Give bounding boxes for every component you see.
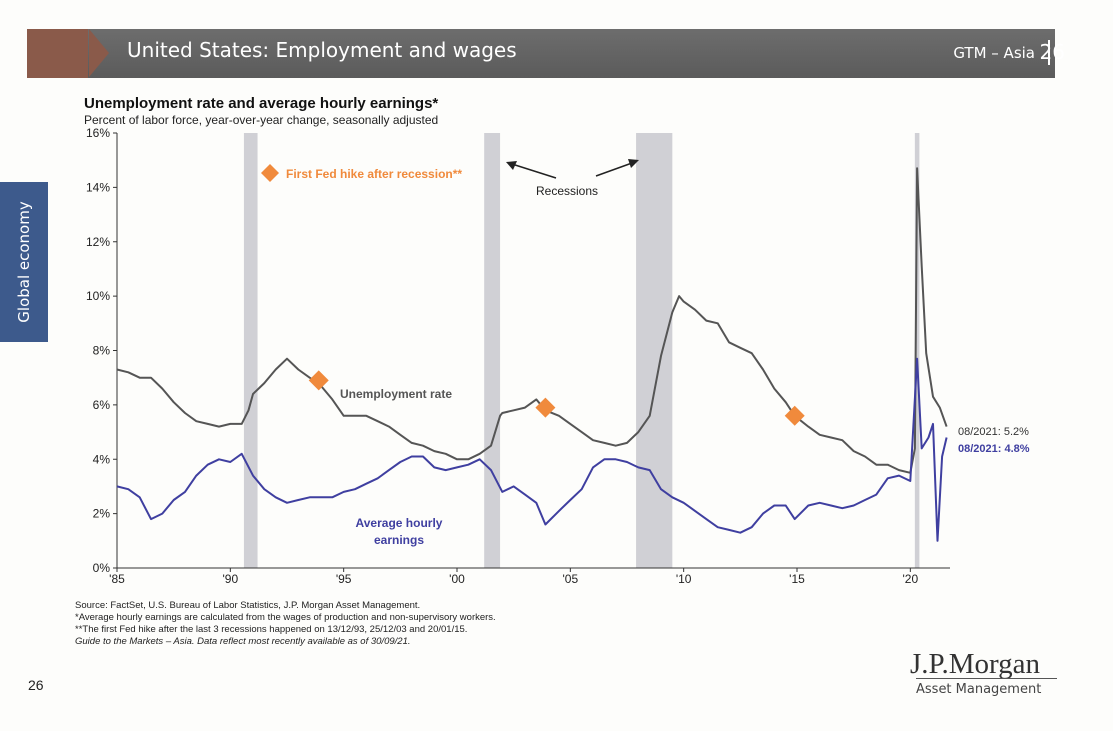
- earnings-end-label: 08/2021: 4.8%: [958, 443, 1030, 455]
- unemployment-line: [116, 167, 948, 474]
- unemployment-end-label: 08/2021: 5.2%: [958, 426, 1029, 438]
- fed-hike-marker: [535, 397, 556, 418]
- source-line: Source: FactSet, U.S. Bureau of Labor St…: [75, 600, 421, 611]
- recessions-label: Recessions: [536, 184, 598, 198]
- section-label: GTM – Asia: [953, 44, 1035, 62]
- header-divider: [1048, 40, 1050, 65]
- header-accent-tab: [27, 29, 89, 78]
- x-tick-label: '20: [903, 572, 919, 586]
- fed-hike-legend-icon: [261, 164, 279, 182]
- arrow-right-icon: [628, 159, 639, 168]
- brand-divider: [916, 678, 1057, 679]
- recessions-arrow-right: [595, 162, 633, 177]
- source-notes: Source: FactSet, U.S. Bureau of Labor St…: [75, 600, 496, 648]
- y-tick-label: 10%: [86, 289, 110, 303]
- y-tick-label: 8%: [93, 344, 111, 358]
- x-tick-label: '85: [109, 572, 125, 586]
- footnote-guide: Guide to the Markets – Asia. Data reflec…: [75, 636, 411, 647]
- recession-band: [243, 133, 258, 568]
- recession-band: [484, 133, 501, 568]
- y-tick-label: 12%: [86, 235, 110, 249]
- footnote-earnings: *Average hourly earnings are calculated …: [75, 612, 496, 623]
- earnings-line: [116, 357, 948, 542]
- footnote-fed-hike: **The first Fed hike after the last 3 re…: [75, 624, 468, 635]
- x-tick-label: '90: [223, 572, 239, 586]
- recession-band: [914, 133, 920, 568]
- y-tick-label: 0%: [93, 561, 111, 575]
- recession-band: [636, 133, 673, 568]
- arrow-left-icon: [506, 161, 517, 170]
- side-tab[interactable]: [0, 182, 48, 342]
- x-tick-label: '10: [676, 572, 692, 586]
- y-tick-label: 14%: [86, 180, 110, 194]
- earnings-series-label: Average hourly: [356, 516, 443, 530]
- chart-title: Unemployment rate and average hourly ear…: [84, 95, 439, 112]
- brand-subtitle: Asset Management: [916, 682, 1042, 697]
- header-page-number: 26: [1039, 40, 1065, 64]
- page-title: United States: Employment and wages: [127, 38, 517, 62]
- y-tick-label: 16%: [86, 126, 110, 140]
- chart-subtitle: Percent of labor force, year-over-year c…: [84, 113, 439, 127]
- earnings-series-label: earnings: [374, 533, 424, 547]
- fed-hike-marker: [308, 370, 329, 391]
- fed-hike-marker: [784, 405, 805, 426]
- x-tick-label: '00: [449, 572, 465, 586]
- y-tick-label: 4%: [93, 452, 111, 466]
- x-tick-label: '15: [789, 572, 805, 586]
- header-chevron-icon: [89, 29, 109, 77]
- x-tick-label: '95: [336, 572, 352, 586]
- x-tick-label: '05: [563, 572, 579, 586]
- unemployment-series-label: Unemployment rate: [340, 387, 452, 401]
- page-number: 26: [28, 677, 44, 693]
- header-bar: [88, 29, 1055, 78]
- recessions-arrow-left: [511, 163, 557, 179]
- y-tick-label: 2%: [93, 507, 111, 521]
- y-tick-label: 6%: [93, 398, 111, 412]
- fed-hike-label: First Fed hike after recession**: [286, 167, 462, 181]
- brand-logo: J.P.Morgan: [910, 648, 1040, 680]
